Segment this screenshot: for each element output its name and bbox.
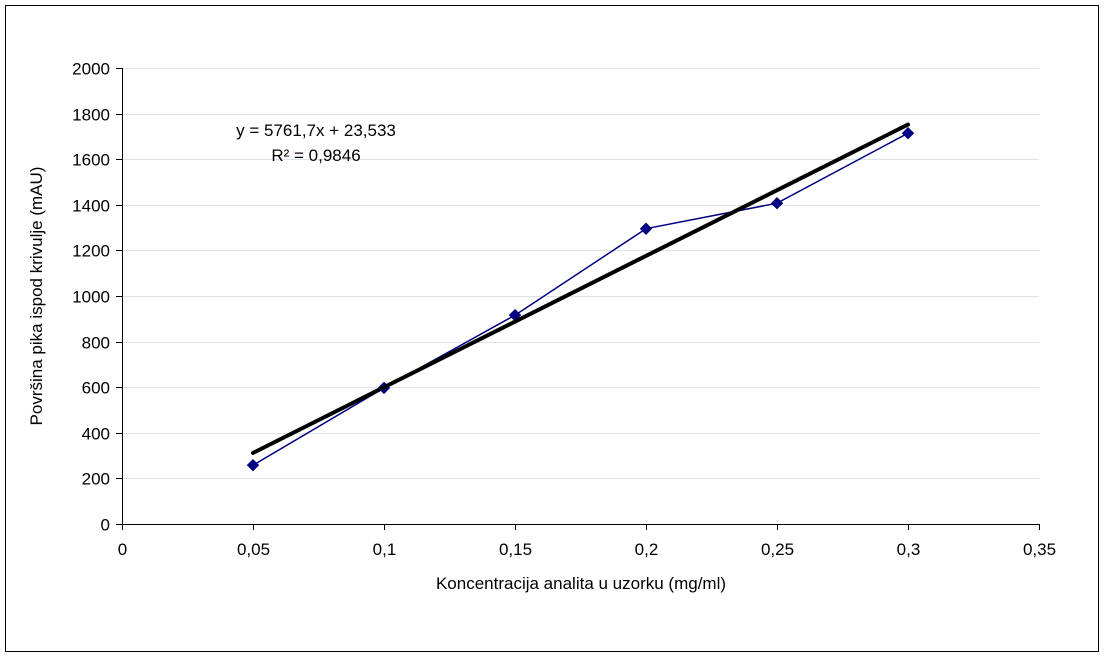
data-point <box>901 127 915 140</box>
axes <box>116 68 1040 530</box>
y-tick-label: 400 <box>82 425 110 444</box>
trendline-r-squared: R² = 0,9846 <box>271 146 360 165</box>
tick-labels: 0 200 400 600 800 1000 1200 1400 1600 1800 2000 0 0,… <box>72 60 1056 560</box>
y-tick-label: 1200 <box>72 242 110 261</box>
trendline-equation: y = 5761,7x + 23,533 <box>236 121 396 140</box>
y-tick-label: 1000 <box>72 288 110 307</box>
y-tick-label: 800 <box>82 334 110 353</box>
series-line <box>252 132 909 466</box>
x-tick-label: 0,3 <box>897 540 921 559</box>
x-axis-title: Koncentracija analita u uzorku (mg/ml) <box>436 574 726 593</box>
y-tick-label: 1400 <box>72 197 110 216</box>
x-tick-label: 0,35 <box>1023 540 1056 559</box>
y-tick-label: 1600 <box>72 151 110 170</box>
data-point <box>246 458 260 472</box>
x-tick-label: 0,2 <box>635 540 659 559</box>
data-point <box>639 222 653 235</box>
x-tick-label: 0 <box>118 540 127 559</box>
grid-lines <box>122 68 1039 479</box>
y-tick-label: 0 <box>101 516 110 535</box>
x-tick-label: 0,1 <box>373 540 397 559</box>
y-tick-label: 1800 <box>72 106 110 125</box>
trendline-layer <box>251 122 910 455</box>
trendline <box>251 122 910 455</box>
y-axis-title: Površina pika ispod krivulje (mAU) <box>27 167 46 426</box>
y-tick-label: 200 <box>82 470 110 489</box>
x-tick-label: 0,05 <box>237 540 270 559</box>
data-point <box>770 196 784 210</box>
y-tick-label: 600 <box>82 379 110 398</box>
x-tick-label: 0,25 <box>761 540 794 559</box>
y-tick-label: 2000 <box>72 60 110 79</box>
x-tick-label: 0,15 <box>499 540 532 559</box>
chart-border <box>5 5 1099 652</box>
